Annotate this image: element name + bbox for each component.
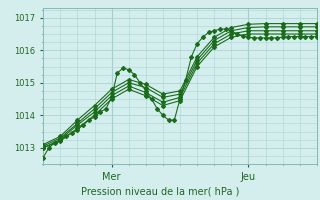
Text: Pression niveau de la mer( hPa ): Pression niveau de la mer( hPa ) xyxy=(81,186,239,196)
